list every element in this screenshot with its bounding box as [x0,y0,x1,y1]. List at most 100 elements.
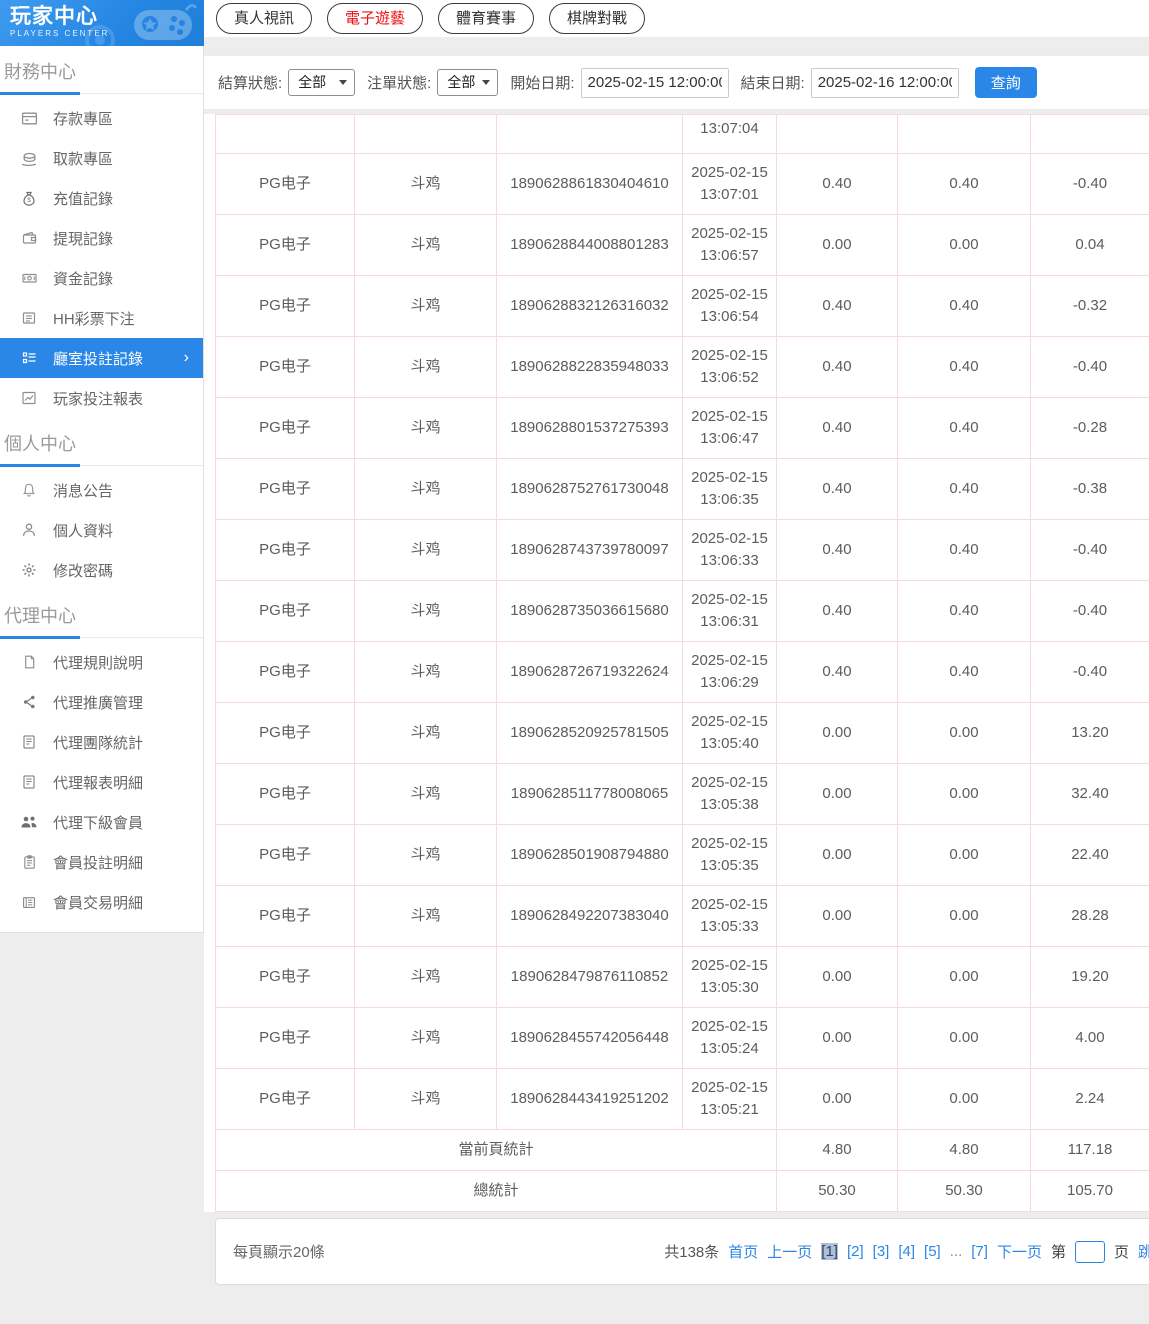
cell-platform: PG电子 [215,214,355,276]
cell-win-loss: 22.40 [1030,824,1149,886]
settle-status-value: 全部 [298,74,327,91]
cell-valid-bet: 0.00 [897,885,1031,947]
sidebar-item-member-trade-detail[interactable]: 會員交易明細 [0,882,203,922]
tab-board-games[interactable]: 棋牌對戰 [549,2,646,35]
end-date-input[interactable] [810,67,959,98]
sidebar-item-label: 個人資料 [53,522,114,540]
cell-datetime: 2025-02-15 13:06:52 [682,336,777,398]
page-number-link[interactable]: [4] [898,1243,916,1260]
tab-live-video[interactable]: 真人視訊 [216,2,313,35]
document-icon [20,653,38,671]
cell-win-loss: 2.24 [1030,1068,1149,1130]
tab-sports[interactable]: 體育賽事 [438,2,535,35]
cell-game: 斗鸡 [354,580,497,642]
page-number-link[interactable]: [3] [872,1243,890,1260]
people-icon [20,813,38,831]
sidebar-item-password[interactable]: 修改密碼 [0,550,203,590]
cell-datetime: 2025-02-15 13:05:38 [682,763,777,825]
cell-valid-bet: 0.00 [897,824,1031,886]
cell-order-number: 1890628455742056448 [496,1007,683,1069]
cell-game: 斗鸡 [354,1007,497,1069]
page-number-link[interactable]: [2] [846,1243,864,1260]
sidebar-item-hall-bet-record[interactable]: 廳室投註記錄 › [0,338,203,378]
search-button[interactable]: 查詢 [974,67,1037,98]
moneybag-icon: $ [20,189,38,207]
order-status-select[interactable]: 全部 [437,69,499,96]
cell-game: 斗鸡 [354,214,497,276]
page-number-link[interactable]: [5] [924,1243,941,1260]
next-page-link[interactable]: 下一页 [996,1244,1042,1261]
sidebar-item-funds-record[interactable]: 資金記錄 [0,258,203,298]
tab-e-games[interactable]: 電子遊藝 [327,2,424,35]
cell-platform: PG电子 [215,275,355,337]
cell-platform: PG电子 [215,336,355,398]
sidebar-item-withdraw-record[interactable]: 提現記錄 [0,218,203,258]
summary-win-loss: 105.70 [1030,1170,1149,1212]
sidebar-item-agent-rules[interactable]: 代理規則說明 [0,642,203,682]
cell-bet-amount: 0.00 [776,1068,898,1130]
sidebar-item-withdraw[interactable]: 取款專區 [0,138,203,178]
first-page-link[interactable]: 首页 [728,1244,759,1261]
bet-records-table: 13:07:04 PG电子 斗鸡 1890628861830404610 202… [215,114,1149,1212]
cell-datetime: 2025-02-15 13:06:29 [682,641,777,703]
end-date-label: 結束日期: [740,75,805,92]
sidebar-item-label: 存款專區 [53,110,114,128]
cell-game: 斗鸡 [354,397,497,459]
cell-win-loss [1030,114,1149,154]
sidebar-item-label: 代理下級會員 [53,814,144,832]
cell-game: 斗鸡 [354,824,497,886]
table-row: PG电子 斗鸡 1890628801537275393 2025-02-15 1… [215,397,1149,459]
table-row: PG电子 斗鸡 1890628511778008065 2025-02-15 1… [215,763,1149,825]
sidebar-item-agent-promotion[interactable]: 代理推廣管理 [0,682,203,722]
sidebar-section-title: 財務中心 [0,46,203,95]
sidebar-item-notice[interactable]: 消息公告 [0,470,203,510]
sidebar-item-label: 充值記錄 [53,190,114,208]
sidebar-item-profile[interactable]: 個人資料 [0,510,203,550]
cell-order-number: 1890628844008801283 [496,214,683,276]
cell-win-loss: 4.00 [1030,1007,1149,1069]
prev-page-link[interactable]: 上一页 [767,1244,813,1261]
cell-valid-bet: 0.40 [897,153,1031,215]
cell-game: 斗鸡 [354,336,497,398]
gamepad-icon [126,2,198,46]
sidebar-item-agent-report-detail[interactable]: 代理報表明細 [0,762,203,802]
table-row: PG电子 斗鸡 1890628752761730048 2025-02-15 1… [215,458,1149,520]
brand-title: 玩家中心 [10,5,98,28]
chart-report-icon [20,389,38,407]
cell-datetime: 2025-02-15 13:07:01 [682,153,777,215]
pagination-bar: 每頁顯示20條 共138条 首页 上一页 [1] [2] [3] [4] [5]...[… [215,1218,1149,1285]
page-number-link[interactable]: [7] [971,1243,988,1260]
category-tabs: 真人視訊 電子遊藝 體育賽事 棋牌對戰 [204,0,1149,37]
cell-game: 斗鸡 [354,153,497,215]
start-date-input[interactable] [580,67,729,98]
cell-valid-bet: 0.40 [897,519,1031,581]
sidebar-item-recharge-record[interactable]: $ 充值記錄 [0,178,203,218]
sidebar-item-label: HH彩票下注 [53,310,135,328]
sidebar-item-deposit[interactable]: 存款專區 [0,98,203,138]
sidebar-item-member-bet-detail[interactable]: 會員投註明細 [0,842,203,882]
ledger-icon [20,893,38,911]
table-row: PG电子 斗鸡 1890628832126316032 2025-02-15 1… [215,275,1149,337]
cell-bet-amount: 0.40 [776,519,898,581]
svg-text:$: $ [27,198,31,204]
jump-prefix-label: 第 [1050,1244,1066,1261]
cell-win-loss: -0.28 [1030,397,1149,459]
settle-status-select[interactable]: 全部 [288,69,356,96]
cell-platform: PG电子 [215,580,355,642]
cell-bet-amount: 0.40 [776,580,898,642]
cell-valid-bet: 0.00 [897,702,1031,764]
sidebar-item-agent-team-stats[interactable]: 代理團隊統計 [0,722,203,762]
filter-bar: 結算狀態: 全部 注單狀態: 全部 開始日期: 結束日期: 查詢 [204,55,1149,110]
cell-bet-amount: 0.00 [776,1007,898,1069]
sidebar-item-label: 修改密碼 [53,562,114,580]
jump-button[interactable]: 跳转 [1137,1244,1149,1261]
jump-suffix-label: 页 [1113,1244,1129,1261]
jump-page-input[interactable] [1074,1240,1105,1263]
sidebar-item-hh-lottery[interactable]: HH彩票下注 [0,298,203,338]
cell-order-number: 1890628832126316032 [496,275,683,337]
cell-order-number: 1890628861830404610 [496,153,683,215]
cell-platform [215,114,355,154]
sidebar-item-agent-members[interactable]: 代理下級會員 [0,802,203,842]
page-number-link[interactable]: [1] [821,1243,838,1260]
sidebar-item-player-report[interactable]: 玩家投注報表 [0,378,203,418]
